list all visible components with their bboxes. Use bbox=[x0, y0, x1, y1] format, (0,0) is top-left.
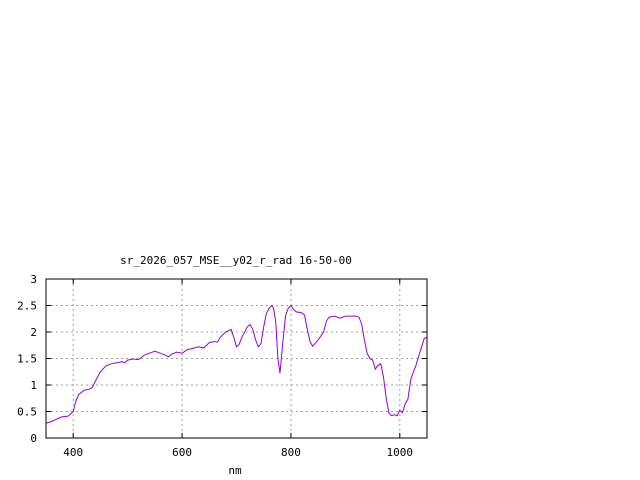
series-layer bbox=[46, 304, 427, 424]
x-tick-label: 600 bbox=[172, 446, 192, 459]
y-tick-label: 2.5 bbox=[17, 300, 37, 313]
y-tick-label: 3 bbox=[30, 273, 37, 286]
x-tick-label: 400 bbox=[63, 446, 83, 459]
chart-title: sr_2026_057_MSE__y02_r_rad 16-50-00 bbox=[120, 254, 352, 267]
x-tick-label: 1000 bbox=[387, 446, 414, 459]
series-line bbox=[46, 304, 427, 424]
y-tick-label: 2 bbox=[30, 326, 37, 339]
y-tick-label: 0.5 bbox=[17, 406, 37, 419]
x-axis-label: nm bbox=[228, 464, 242, 477]
plot-frame bbox=[45, 278, 428, 439]
y-tick-label: 0 bbox=[30, 432, 37, 445]
y-tick-label: 1.5 bbox=[17, 353, 37, 366]
x-tick-label: 800 bbox=[281, 446, 301, 459]
y-tick-label: 1 bbox=[30, 379, 37, 392]
tick-layer: 400 600 800 1000 0 0.5 1 1.5 2 2.5 3 bbox=[17, 273, 427, 459]
